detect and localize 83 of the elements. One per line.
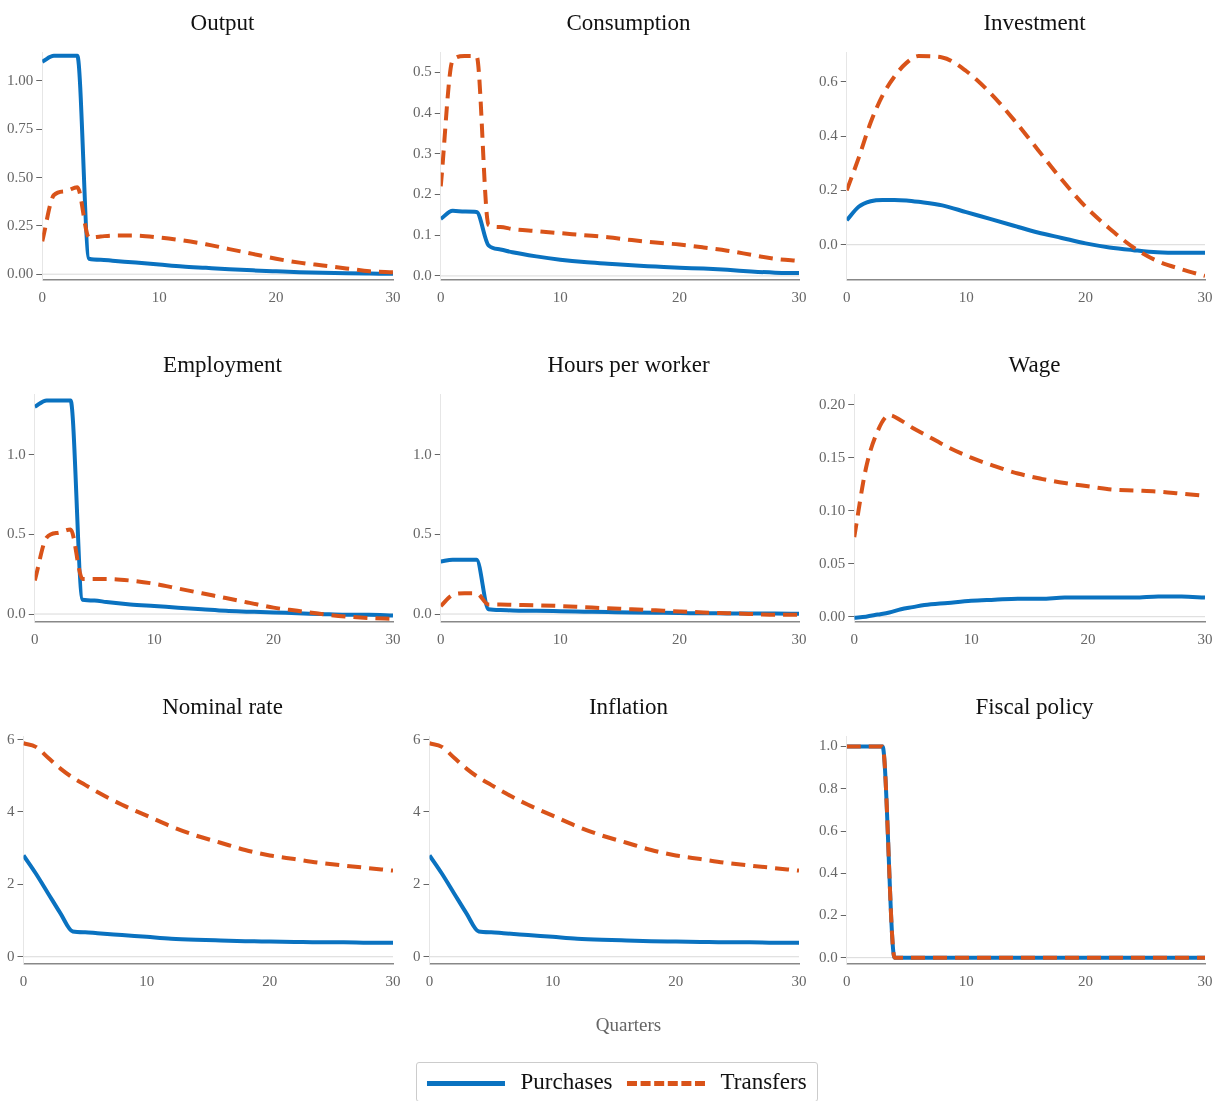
y-tick-label: 1.0 — [7, 445, 26, 462]
y-tick-label: 1.0 — [413, 445, 432, 462]
x-tick-label: 0 — [437, 630, 445, 647]
x-tick-label: 20 — [262, 972, 278, 989]
y-tick-label: 0.00 — [7, 265, 34, 282]
x-tick-label: 10 — [958, 972, 974, 989]
x-tick-label: 30 — [1197, 288, 1213, 305]
x-tick-label: 30 — [1197, 972, 1213, 989]
y-tick-label: 6 — [7, 730, 15, 747]
x-tick-label: 20 — [1078, 972, 1094, 989]
x-tick-label: 10 — [552, 630, 568, 647]
x-tick-label: 30 — [791, 630, 807, 647]
y-tick-label: 0.4 — [413, 104, 433, 121]
y-tick-label: 0.8 — [819, 779, 838, 796]
y-tick-label: 1.0 — [819, 737, 838, 754]
y-tick-label: 6 — [413, 730, 421, 747]
chart-title: Investment — [982, 10, 1087, 36]
x-tick-label: 30 — [385, 288, 401, 305]
y-tick-label: 0.0 — [413, 266, 432, 283]
y-tick-label: 0.2 — [413, 185, 432, 202]
y-tick-label: 0.75 — [7, 120, 34, 137]
x-tick-label: 20 — [1080, 630, 1096, 647]
x-tick-label: 10 — [552, 288, 568, 305]
x-tick-label: 30 — [791, 972, 807, 989]
x-tick-label: 20 — [1078, 288, 1094, 305]
y-tick-label: 1.00 — [7, 71, 34, 88]
legend-label: Purchases — [519, 1069, 613, 1095]
x-tick-label: 30 — [385, 630, 401, 647]
y-tick-label: 0 — [413, 947, 421, 964]
y-tick-label: 2 — [7, 875, 15, 892]
y-tick-label: 4 — [7, 802, 15, 819]
chart-title: Wage — [1007, 352, 1062, 378]
chart-title: Consumption — [565, 10, 692, 36]
y-tick-label: 0.10 — [819, 501, 846, 518]
y-tick-label: 0.6 — [819, 72, 839, 89]
chart-title: Employment — [162, 352, 283, 378]
chart-title: Nominal rate — [161, 694, 284, 720]
x-tick-label: 20 — [672, 630, 688, 647]
y-tick-label: 2 — [413, 875, 421, 892]
legend-label: Transfers — [719, 1069, 807, 1095]
x-tick-label: 0 — [437, 288, 445, 305]
x-tick-label: 20 — [672, 288, 688, 305]
x-tick-label: 20 — [266, 630, 282, 647]
y-tick-label: 0.0 — [7, 604, 26, 621]
y-tick-label: 0.5 — [413, 63, 432, 80]
x-tick-label: 10 — [139, 972, 155, 989]
y-tick-label: 0 — [7, 947, 15, 964]
chart-title: Hours per worker — [546, 352, 711, 378]
x-tick-label: 30 — [385, 972, 401, 989]
y-tick-label: 0.0 — [819, 235, 838, 252]
y-tick-label: 0.1 — [413, 226, 432, 243]
x-tick-label: 10 — [545, 972, 561, 989]
y-tick-label: 0.2 — [819, 906, 838, 923]
y-tick-label: 0.05 — [819, 554, 846, 571]
y-tick-label: 0.2 — [819, 181, 838, 198]
y-tick-label: 0.20 — [819, 395, 846, 412]
x-tick-label: 20 — [268, 288, 284, 305]
y-tick-label: 0.25 — [7, 216, 34, 233]
x-tick-label: 0 — [850, 630, 858, 647]
x-tick-label: 30 — [1197, 630, 1213, 647]
chart-title: Inflation — [587, 694, 670, 720]
y-tick-label: 0.0 — [819, 948, 838, 965]
x-tick-label: 0 — [38, 288, 46, 305]
x-tick-label: 10 — [963, 630, 979, 647]
x-tick-label: 10 — [958, 288, 974, 305]
x-tick-label: 10 — [151, 288, 167, 305]
x-tick-label: 20 — [668, 972, 684, 989]
x-axis-title: Quarters — [594, 1014, 663, 1036]
chart-title: Output — [189, 10, 256, 36]
x-tick-label: 30 — [791, 288, 807, 305]
y-tick-label: 0.15 — [819, 448, 846, 465]
y-tick-label: 0.4 — [819, 127, 839, 144]
y-tick-label: 0.4 — [819, 864, 839, 881]
y-tick-label: 0.50 — [7, 168, 34, 185]
y-tick-label: 0.0 — [413, 604, 432, 621]
y-tick-label: 0.5 — [7, 525, 26, 542]
x-tick-label: 10 — [146, 630, 162, 647]
chart-title: Fiscal policy — [974, 694, 1095, 720]
y-tick-label: 0.3 — [413, 144, 432, 161]
y-tick-label: 0.6 — [819, 821, 839, 838]
y-tick-label: 0.5 — [413, 525, 432, 542]
y-tick-label: 0.00 — [819, 607, 846, 624]
y-tick-label: 4 — [413, 802, 421, 819]
